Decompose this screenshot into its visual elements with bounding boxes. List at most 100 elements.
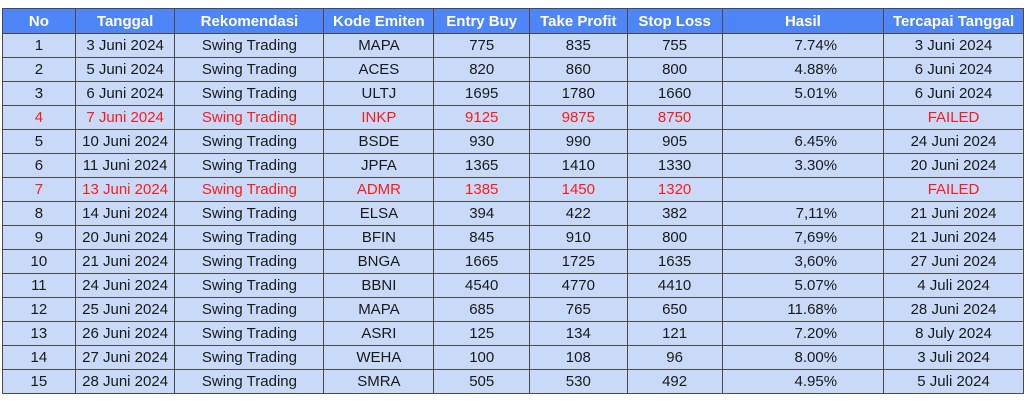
cell-hasil: 7,11% [721,201,885,226]
cell-rekomendasi: Swing Trading [174,129,325,154]
cell-no: 14 [2,345,76,370]
cell-tercapai-tanggal: 5 Juli 2024 [883,369,1024,394]
cell-no: 1 [2,33,76,58]
cell-entry-buy: 1365 [433,153,531,178]
cell-tanggal: 10 Juni 2024 [74,129,176,154]
cell-tercapai-tanggal: 20 Juni 2024 [883,153,1024,178]
cell-stop-loss: 755 [626,33,723,58]
cell-kode-emiten: INKP [323,105,435,130]
cell-tanggal: 24 Juni 2024 [74,273,176,298]
cell-rekomendasi: Swing Trading [174,153,325,178]
cell-stop-loss: 8750 [626,105,723,130]
cell-tercapai-tanggal: 6 Juni 2024 [883,57,1024,82]
cell-hasil: 4.95% [721,369,885,394]
cell-no: 8 [2,201,76,226]
cell-stop-loss: 800 [626,225,723,250]
cell-take-profit: 1725 [529,249,628,274]
cell-take-profit: 860 [529,57,628,82]
cell-hasil: 4.88% [721,57,885,82]
table-row: 12 25 Juni 2024 Swing Trading MAPA 685 765 650… [2,297,1024,322]
cell-stop-loss: 121 [626,321,723,346]
cell-tercapai-tanggal: 24 Juni 2024 [883,129,1024,154]
table-row: 9 20 Juni 2024 Swing Trading BFIN 845 910 800 7… [2,225,1024,250]
cell-take-profit: 835 [529,33,628,58]
cell-no: 2 [2,57,76,82]
cell-take-profit: 1410 [529,153,628,178]
cell-tercapai-tanggal: 3 Juni 2024 [883,33,1024,58]
cell-tanggal: 13 Juni 2024 [74,177,176,202]
cell-stop-loss: 382 [626,201,723,226]
cell-stop-loss: 650 [626,297,723,322]
cell-tercapai-tanggal: 3 Juli 2024 [883,345,1024,370]
cell-hasil: 7,69% [721,225,885,250]
header-stop-loss: Stop Loss [626,8,723,34]
table-row: 7 13 Juni 2024 Swing Trading ADMR 1385 1450 13… [2,177,1024,202]
header-entry-buy: Entry Buy [433,8,531,34]
cell-rekomendasi: Swing Trading [174,369,325,394]
cell-hasil: 5.01% [721,81,885,106]
cell-tanggal: 14 Juni 2024 [74,201,176,226]
header-tercapai-tanggal: Tercapai Tanggal [883,8,1024,34]
header-tanggal: Tanggal [74,8,176,34]
cell-rekomendasi: Swing Trading [174,273,325,298]
cell-stop-loss: 96 [626,345,723,370]
cell-rekomendasi: Swing Trading [174,201,325,226]
cell-take-profit: 765 [529,297,628,322]
cell-rekomendasi: Swing Trading [174,225,325,250]
cell-hasil: 7.20% [721,321,885,346]
cell-stop-loss: 1320 [626,177,723,202]
cell-rekomendasi: Swing Trading [174,177,325,202]
cell-no: 9 [2,225,76,250]
cell-take-profit: 422 [529,201,628,226]
cell-hasil: 8.00% [721,345,885,370]
cell-kode-emiten: ASRI [323,321,435,346]
cell-entry-buy: 1695 [433,81,531,106]
cell-tercapai-tanggal: 6 Juni 2024 [883,81,1024,106]
cell-entry-buy: 1385 [433,177,531,202]
cell-tanggal: 3 Juni 2024 [74,33,176,58]
cell-no: 7 [2,177,76,202]
cell-no: 10 [2,249,76,274]
cell-kode-emiten: ACES [323,57,435,82]
cell-entry-buy: 125 [433,321,531,346]
cell-hasil [721,177,885,202]
cell-rekomendasi: Swing Trading [174,105,325,130]
cell-rekomendasi: Swing Trading [174,81,325,106]
cell-take-profit: 4770 [529,273,628,298]
cell-entry-buy: 1665 [433,249,531,274]
table-row: 6 11 Juni 2024 Swing Trading JPFA 1365 1410 13… [2,153,1024,178]
cell-rekomendasi: Swing Trading [174,345,325,370]
cell-take-profit: 1450 [529,177,628,202]
cell-tanggal: 21 Juni 2024 [74,249,176,274]
cell-tanggal: 11 Juni 2024 [74,153,176,178]
table-row: 14 27 Juni 2024 Swing Trading WEHA 100 108 96 8… [2,345,1024,370]
cell-no: 4 [2,105,76,130]
cell-tanggal: 5 Juni 2024 [74,57,176,82]
table-row: 10 21 Juni 2024 Swing Trading BNGA 1665 1725 1… [2,249,1024,274]
cell-stop-loss: 1330 [626,153,723,178]
cell-stop-loss: 1635 [626,249,723,274]
cell-tercapai-tanggal: FAILED [883,105,1024,130]
cell-kode-emiten: MAPA [323,297,435,322]
cell-entry-buy: 930 [433,129,531,154]
cell-kode-emiten: BSDE [323,129,435,154]
cell-hasil: 11.68% [721,297,885,322]
header-kode-emiten: Kode Emiten [323,8,435,34]
cell-take-profit: 1780 [529,81,628,106]
cell-take-profit: 134 [529,321,628,346]
table-row: 15 28 Juni 2024 Swing Trading SMRA 505 530 492… [2,369,1024,394]
cell-kode-emiten: ELSA [323,201,435,226]
cell-entry-buy: 4540 [433,273,531,298]
cell-tercapai-tanggal: 27 Juni 2024 [883,249,1024,274]
cell-no: 6 [2,153,76,178]
cell-tercapai-tanggal: 8 July 2024 [883,321,1024,346]
cell-tercapai-tanggal: 4 Juli 2024 [883,273,1024,298]
cell-no: 12 [2,297,76,322]
table-row: 8 14 Juni 2024 Swing Trading ELSA 394 422 382 7… [2,201,1024,226]
cell-stop-loss: 4410 [626,273,723,298]
cell-tanggal: 28 Juni 2024 [74,369,176,394]
